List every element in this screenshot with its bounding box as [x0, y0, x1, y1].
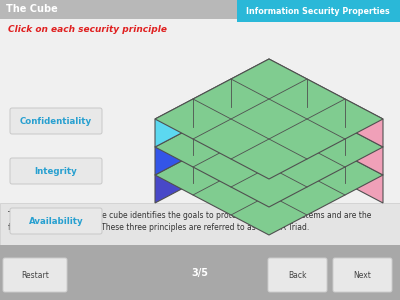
Bar: [0, 0, 400, 19]
Text: Availability: Availability: [29, 217, 83, 226]
Polygon shape: [155, 59, 269, 147]
Bar: [237, 0, 400, 22]
Text: Back: Back: [288, 271, 307, 280]
Bar: [0, 19, 400, 245]
FancyBboxPatch shape: [10, 108, 102, 134]
Polygon shape: [155, 115, 383, 235]
Text: foundational principles. These three principles are referred to as the CIA Triad: foundational principles. These three pri…: [8, 224, 309, 232]
Polygon shape: [269, 87, 383, 175]
Text: The Cube: The Cube: [6, 4, 58, 14]
FancyBboxPatch shape: [268, 258, 327, 292]
Text: The first dimension of the cube identifies the goals to protect information syst: The first dimension of the cube identifi…: [8, 211, 371, 220]
Polygon shape: [155, 59, 383, 179]
Bar: [0, 203, 400, 245]
Polygon shape: [155, 115, 269, 203]
Polygon shape: [269, 59, 383, 147]
Polygon shape: [269, 115, 383, 203]
Text: Integrity: Integrity: [35, 167, 77, 176]
Text: Restart: Restart: [21, 271, 49, 280]
Text: 3/5: 3/5: [192, 268, 208, 278]
Text: Information Security Properties: Information Security Properties: [246, 7, 390, 16]
FancyBboxPatch shape: [333, 258, 392, 292]
Text: Confidentiality: Confidentiality: [20, 116, 92, 125]
Polygon shape: [155, 87, 269, 175]
Polygon shape: [155, 87, 383, 207]
FancyBboxPatch shape: [3, 258, 67, 292]
FancyBboxPatch shape: [10, 158, 102, 184]
FancyBboxPatch shape: [10, 208, 102, 234]
Bar: [0, 245, 400, 300]
Text: Click on each security principle: Click on each security principle: [8, 25, 167, 34]
Text: Next: Next: [354, 271, 372, 280]
